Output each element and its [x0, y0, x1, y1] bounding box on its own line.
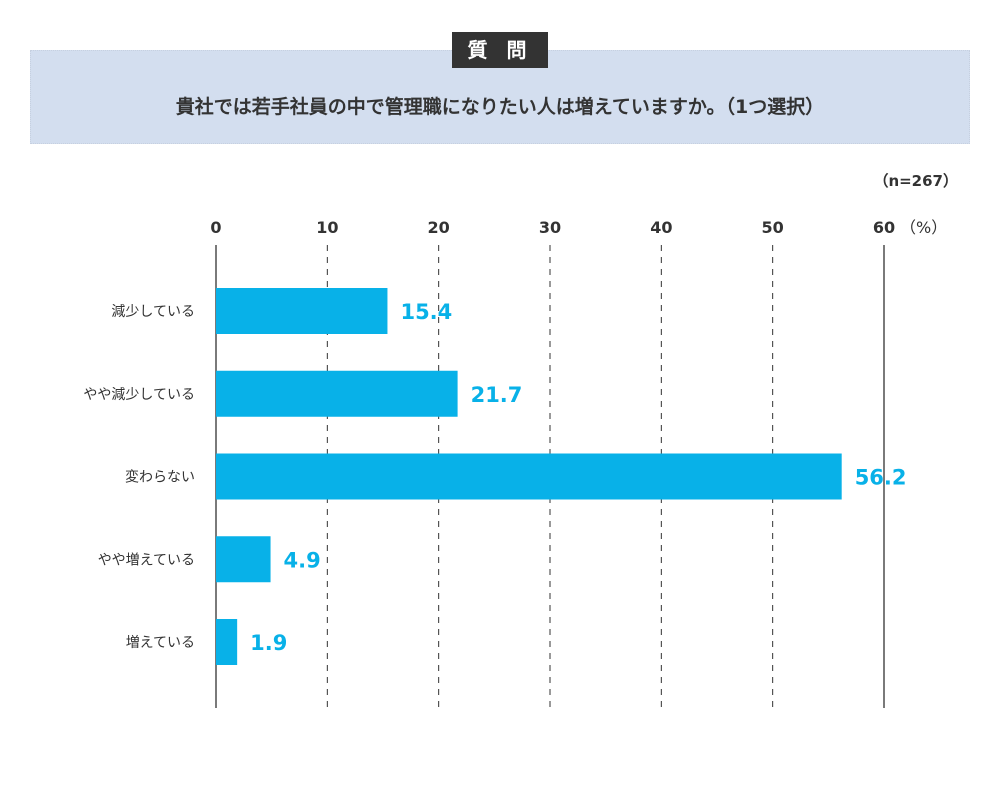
x-tick-label: 30: [539, 218, 561, 237]
value-label: 56.2: [855, 466, 907, 490]
x-tick-label: 40: [650, 218, 672, 237]
question-text: 貴社では若手社員の中で管理職になりたい人は増えていますか。（1つ選択）: [175, 96, 825, 118]
bar: [216, 453, 842, 500]
bar: [216, 536, 271, 583]
category-label: 変わらない: [125, 469, 195, 486]
bar: [216, 370, 458, 417]
x-tick-label: 50: [762, 218, 784, 237]
category-label: 増えている: [126, 635, 195, 651]
bar: [216, 288, 388, 334]
category-label: やや減少している: [83, 386, 195, 403]
x-tick-label: 60: [873, 218, 895, 237]
value-label: 21.7: [471, 383, 523, 407]
value-label: 1.9: [250, 631, 287, 655]
category-label: やや増えている: [98, 552, 195, 568]
x-tick-label: 10: [316, 218, 338, 237]
x-tick-label: 0: [210, 218, 221, 237]
x-tick-label: 20: [428, 218, 450, 237]
x-unit-label: （%）: [900, 218, 947, 237]
value-label: 15.4: [400, 300, 452, 324]
question-label: 質 問: [452, 32, 548, 68]
category-label: 減少している: [111, 303, 195, 320]
bar: [216, 619, 238, 665]
value-label: 4.9: [284, 548, 321, 572]
sample-size-note: （n=267）: [873, 172, 958, 190]
